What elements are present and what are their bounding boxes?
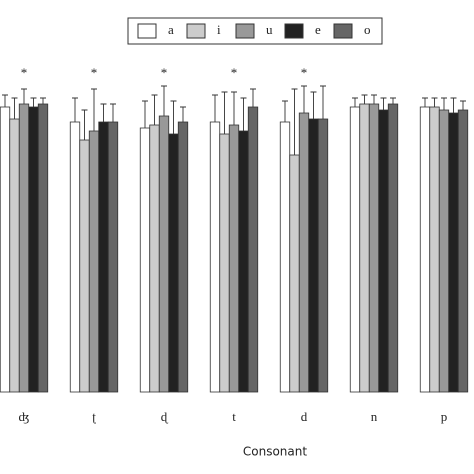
bar — [368, 103, 380, 393]
x-tick-label: n — [371, 409, 378, 424]
legend-label: o — [364, 22, 371, 37]
bar — [219, 133, 230, 393]
error-bar — [170, 100, 177, 134]
bar — [149, 124, 160, 393]
legend-swatch — [137, 23, 157, 39]
error-bar — [180, 106, 186, 122]
bar — [429, 106, 440, 393]
bar — [378, 109, 389, 393]
error-bar — [380, 97, 387, 110]
bar — [69, 121, 81, 393]
bar — [289, 154, 300, 393]
significance-mark: * — [301, 65, 308, 80]
x-tick-label: t — [232, 409, 236, 424]
bar — [279, 121, 291, 393]
error-bar — [282, 100, 288, 122]
error-bar — [460, 100, 466, 110]
error-bar — [301, 85, 307, 113]
bar — [88, 130, 100, 393]
x-tick-label: ʈ — [92, 409, 96, 424]
error-bar — [361, 94, 368, 104]
legend-swatch — [235, 23, 255, 39]
error-bar — [142, 100, 148, 128]
error-bar — [110, 103, 116, 122]
legend-label: u — [266, 22, 273, 37]
error-bar — [310, 91, 317, 119]
bar — [387, 103, 399, 393]
bar — [168, 133, 179, 393]
bar — [247, 106, 259, 393]
bar — [28, 106, 39, 393]
error-bar — [240, 97, 247, 131]
bar — [457, 109, 469, 393]
error-bar — [30, 97, 37, 107]
bar — [298, 112, 310, 393]
error-bar — [2, 94, 8, 107]
error-bar — [40, 97, 46, 104]
bar — [448, 112, 459, 393]
error-bar — [390, 97, 396, 104]
error-bar — [250, 88, 256, 107]
bar — [177, 121, 189, 393]
x-tick-label: d — [301, 409, 308, 424]
legend-swatch — [186, 23, 206, 39]
bar — [419, 106, 431, 393]
error-bar — [151, 94, 158, 125]
error-bar — [431, 97, 438, 107]
legend-label: i — [217, 22, 221, 37]
bar — [438, 109, 450, 393]
legend-swatch — [284, 23, 304, 39]
x-tick-label: ɖ — [161, 409, 169, 424]
bar — [359, 103, 370, 393]
legend-label: e — [315, 22, 321, 37]
bar — [158, 115, 170, 393]
error-bar — [81, 109, 88, 140]
error-bar — [320, 85, 326, 119]
error-bar — [100, 103, 107, 122]
bar — [349, 106, 361, 393]
error-bar — [91, 88, 97, 131]
bar — [18, 103, 30, 393]
bar — [79, 139, 90, 393]
bar — [308, 118, 319, 393]
error-bar — [291, 88, 298, 155]
legend-label: a — [168, 22, 174, 37]
error-bar — [231, 91, 237, 125]
error-bar — [11, 97, 18, 119]
x-tick-label: ʤ — [19, 409, 30, 424]
bar — [139, 127, 151, 393]
error-bar — [72, 97, 78, 122]
error-bar — [441, 97, 447, 110]
error-bar — [212, 94, 218, 122]
significance-mark: * — [231, 65, 238, 80]
bar — [9, 118, 20, 393]
error-bar — [450, 97, 457, 113]
significance-mark: * — [161, 65, 168, 80]
bar — [238, 130, 249, 393]
error-bar — [422, 97, 428, 107]
bar — [98, 121, 109, 393]
significance-mark: * — [21, 65, 28, 80]
bar — [228, 124, 240, 393]
x-tick-label: p — [441, 409, 448, 424]
bar — [107, 121, 119, 393]
error-bar — [161, 85, 167, 116]
bar — [37, 103, 49, 393]
error-bar — [221, 91, 228, 134]
error-bar — [371, 94, 377, 104]
x-axis-label: Consonant — [243, 445, 307, 459]
bar — [0, 106, 11, 393]
error-bar — [21, 88, 27, 104]
legend-swatch — [333, 23, 353, 39]
bar — [317, 118, 329, 393]
significance-mark: * — [91, 65, 98, 80]
error-bar — [352, 97, 358, 107]
bar — [209, 121, 221, 393]
